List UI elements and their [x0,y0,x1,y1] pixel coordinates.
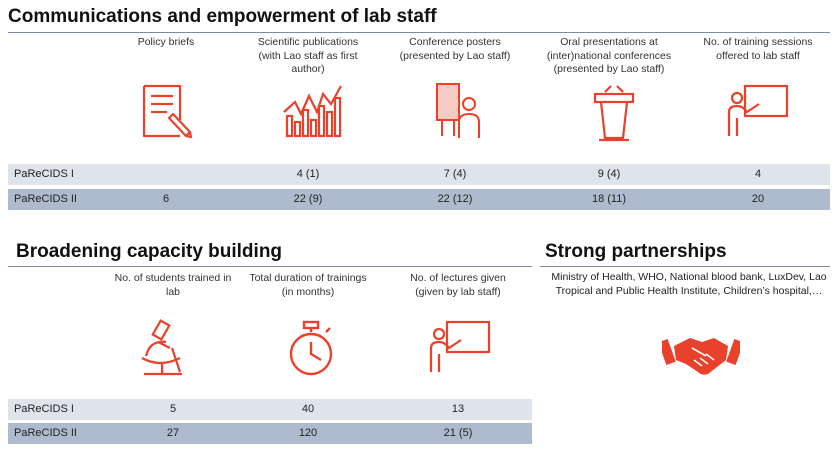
handshake-icon [662,338,740,375]
podium-icon [593,85,635,142]
table-cell: 4 [754,168,762,180]
table-cell: 6 [162,193,170,205]
table-cell: 5 [169,403,177,415]
table-cell: 40 [301,403,315,415]
table-row: PaReCIDS II 27 120 21 (5) [8,423,532,444]
table-cell: 9 (4) [597,168,621,180]
table-cell: 120 [298,427,318,439]
microscope-icon [141,319,182,376]
row-label: PaReCIDS II [14,427,77,439]
section-title-partnerships: Strong partnerships [545,241,727,262]
column-header-training-duration: Total duration of trainings (in months) [249,272,367,298]
teacher-board-icon [727,84,789,136]
table-cell: 13 [451,403,465,415]
column-header-lectures-given: No. of lectures given (given by lab staf… [410,272,506,298]
column-header-oral-presentations: Oral presentations at (inter)national co… [546,36,672,75]
table-row: PaReCIDS I 5 40 13 [8,399,532,420]
column-header-publications: Scientific publications (with Lao staff … [257,36,359,75]
table-cell: 4 (1) [296,168,320,180]
section-rule-partnerships [540,266,830,267]
table-cell: 21 (5) [443,427,473,439]
document-icon [142,84,193,139]
row-label: PaReCIDS I [14,168,74,180]
bar-chart-icon [283,85,342,138]
table-cell: 22 (9) [293,193,323,205]
teacher-board-icon [429,320,491,372]
table-cell: 20 [751,193,765,205]
table-row: PaReCIDS II 6 22 (9) 22 (12) 18 (11) 20 [8,189,830,210]
table-row: PaReCIDS I 4 (1) 7 (4) 9 (4) 4 [8,164,830,185]
stopwatch-icon [289,320,333,376]
column-header-posters: Conference posters (presented by Lao sta… [399,36,511,62]
partners-list: Ministry of Health, WHO, National blood … [551,271,827,297]
table-cell: 27 [166,427,180,439]
section-title-capacity: Broadening capacity building [16,241,283,262]
row-label: PaReCIDS I [14,403,74,415]
column-header-students-trained: No. of students trained in lab [114,272,232,298]
column-header-training-sessions: No. of training sessions offered to lab … [703,36,813,62]
section-rule-capacity [8,266,532,267]
section-rule-comms [8,32,830,33]
table-cell: 18 (11) [591,193,627,205]
section-title-comms: Communications and empowerment of lab st… [8,6,437,27]
row-label: PaReCIDS II [14,193,77,205]
table-cell: 22 (12) [437,193,473,205]
column-header-policy-briefs: Policy briefs [137,36,195,48]
table-cell: 7 (4) [443,168,467,180]
poster-presenter-icon [436,83,480,138]
